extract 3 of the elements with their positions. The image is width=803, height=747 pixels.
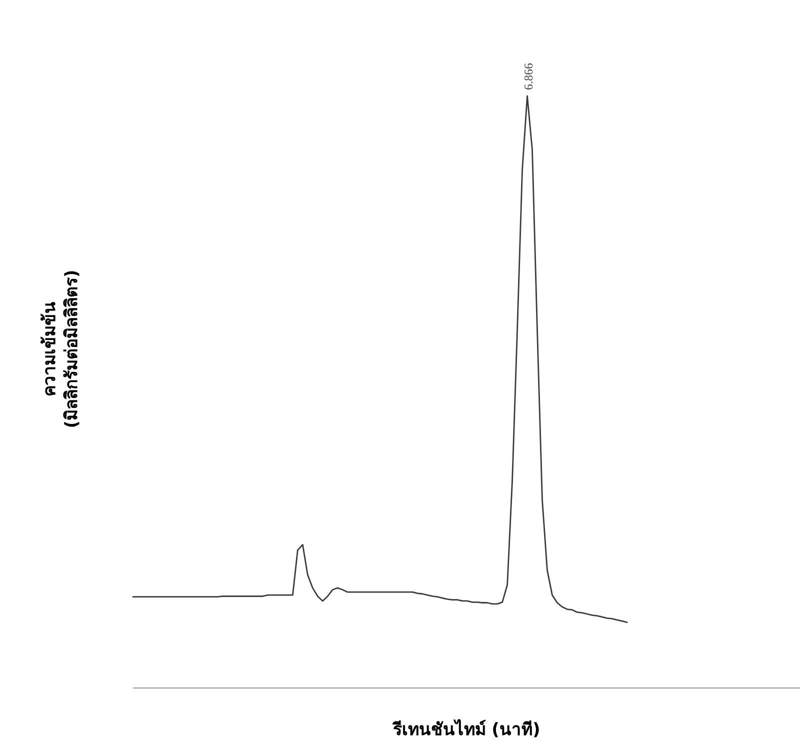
y-axis-title: ความเข้มข้น (มิลลิกรัมต่อมิลลิลิตร) (40, 270, 82, 428)
x-axis-title: รีเทนชันไทม์ (นาที) (392, 719, 540, 740)
text: 6.866 (521, 63, 536, 90)
